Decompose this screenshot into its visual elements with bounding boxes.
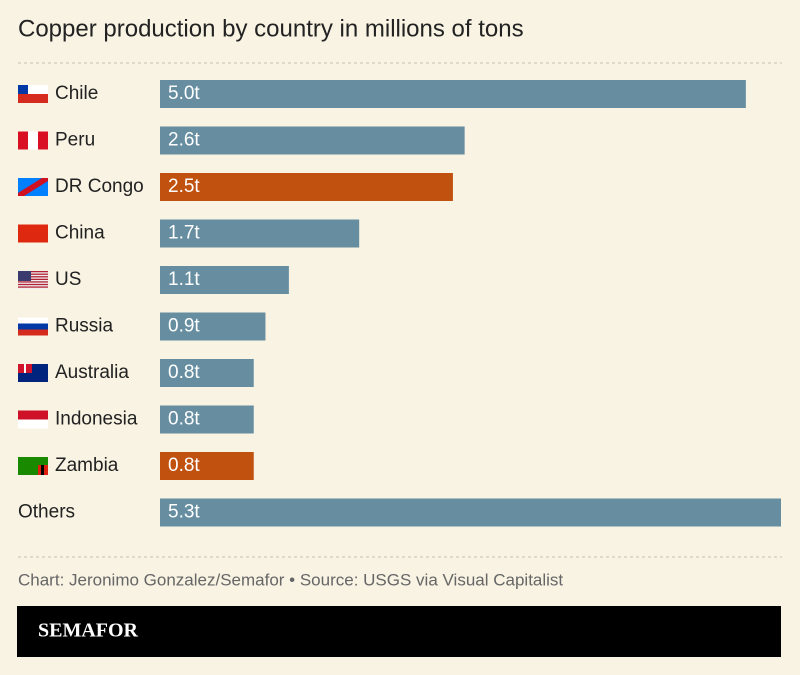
- category-label: DR Congo: [55, 176, 144, 197]
- flag-icon: [18, 85, 48, 103]
- category-label: Australia: [55, 362, 129, 383]
- flag-icon: [18, 364, 48, 382]
- bar: [160, 173, 453, 201]
- bar: [160, 359, 254, 387]
- flag-icon: [18, 271, 48, 289]
- value-label: 2.5t: [168, 176, 200, 197]
- flag-part: [41, 465, 44, 475]
- value-label: 1.7t: [168, 223, 200, 244]
- value-label: 0.9t: [168, 316, 200, 337]
- category-label: Indonesia: [55, 409, 138, 430]
- bar: [160, 126, 465, 155]
- value-label: 5.3t: [168, 502, 200, 523]
- flag-part: [24, 364, 26, 373]
- value-label: 0.8t: [168, 455, 200, 476]
- flag-part: [18, 286, 48, 288]
- flag-icon: [18, 317, 48, 336]
- flag-part: [18, 283, 48, 286]
- flag-part: [18, 271, 31, 281]
- value-label: 0.8t: [168, 409, 200, 430]
- flag-icon: [18, 457, 48, 475]
- source-note: Chart: Jeronimo Gonzalez/Semafor • Sourc…: [18, 570, 563, 589]
- flag-part: [18, 271, 48, 273]
- flag-part: [18, 178, 48, 196]
- category-label: Others: [18, 502, 75, 523]
- flag-part: [18, 419, 48, 429]
- category-label: US: [55, 269, 81, 290]
- bar: [160, 266, 289, 294]
- flag-part: [18, 329, 48, 336]
- value-label: 5.0t: [168, 83, 200, 104]
- flag-part: [18, 278, 48, 280]
- flag-part: [18, 317, 48, 324]
- bar: [160, 498, 781, 527]
- flag-icon: [18, 410, 48, 429]
- bar: [160, 219, 360, 248]
- flag-part: [18, 273, 48, 275]
- value-label: 2.6t: [168, 130, 200, 151]
- flag-part: [18, 224, 48, 243]
- bar: [160, 312, 266, 341]
- brand-logo: SEMAFOR: [38, 620, 139, 642]
- flag-part: [18, 323, 48, 330]
- flag-part: [38, 131, 48, 150]
- bar: [160, 80, 746, 108]
- flag-icon: [18, 178, 48, 196]
- flag-icon: [18, 131, 48, 150]
- flag-part: [18, 94, 48, 103]
- flag-icon: [18, 224, 48, 243]
- chart-title: Copper production by country in millions…: [18, 15, 524, 42]
- flag-part: [18, 281, 48, 283]
- flag-part: [18, 85, 28, 94]
- flag-part: [28, 131, 38, 150]
- value-label: 1.1t: [168, 269, 200, 290]
- brand-bar: [17, 606, 781, 657]
- flag-part: [18, 276, 48, 278]
- category-label: Russia: [55, 316, 114, 337]
- flag-part: [18, 131, 28, 150]
- category-label: Chile: [55, 83, 98, 104]
- category-label: Peru: [55, 130, 95, 151]
- bar: [160, 452, 254, 480]
- value-label: 0.8t: [168, 362, 200, 383]
- category-label: China: [55, 223, 105, 244]
- flag-part: [18, 410, 48, 420]
- bar: [160, 405, 254, 434]
- category-label: Zambia: [55, 455, 119, 476]
- flag-part: [18, 85, 48, 94]
